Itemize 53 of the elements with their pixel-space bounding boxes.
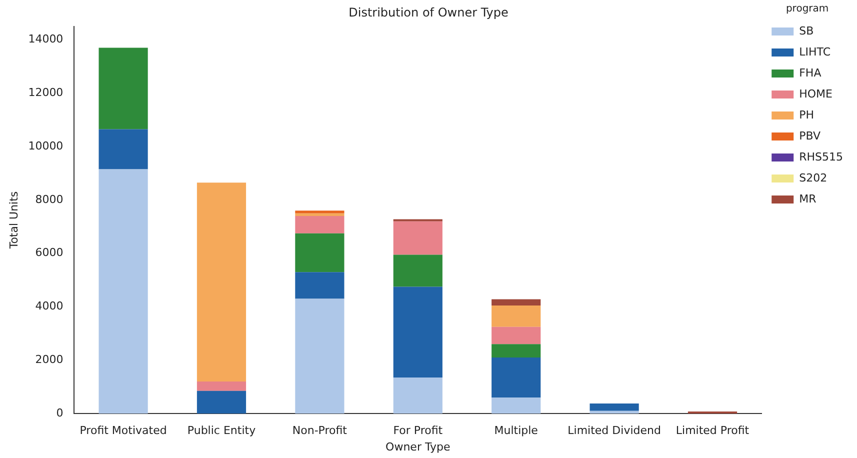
x-tick-label: For Profit xyxy=(393,424,444,438)
bar xyxy=(295,272,344,299)
bar xyxy=(295,298,344,414)
bar xyxy=(196,382,246,391)
bar xyxy=(393,378,442,414)
bar xyxy=(492,358,541,398)
legend-label: FHA xyxy=(799,66,822,80)
bar xyxy=(393,254,442,287)
y-tick-label: 14000 xyxy=(28,32,64,46)
bar xyxy=(492,344,541,358)
x-tick-label: Public Entity xyxy=(187,424,256,438)
bar xyxy=(492,398,541,414)
bar xyxy=(295,233,344,272)
y-axis-title: Total Units xyxy=(7,191,20,250)
bar xyxy=(492,305,541,327)
bar xyxy=(393,286,442,378)
bar xyxy=(393,221,442,255)
legend-label: LIHTC xyxy=(799,45,831,58)
bar xyxy=(98,48,148,130)
y-tick-label: 12000 xyxy=(28,86,64,100)
legend-label: S202 xyxy=(799,171,828,184)
y-tick-label: 6000 xyxy=(35,246,64,260)
bar xyxy=(590,403,639,411)
x-tick-label: Limited Profit xyxy=(676,424,750,438)
bar xyxy=(688,411,738,414)
y-tick-label: 4000 xyxy=(35,300,64,313)
x-tick-label: Non-Profit xyxy=(292,424,348,438)
y-tick-label: 2000 xyxy=(35,353,64,366)
x-tick-label: Multiple xyxy=(494,424,538,438)
legend-label: MR xyxy=(799,192,817,206)
legend-label: RHS515 xyxy=(799,150,844,164)
bar xyxy=(295,210,344,214)
bar xyxy=(295,213,344,216)
legend-label: PH xyxy=(799,108,814,122)
x-axis-title: Owner Type xyxy=(386,440,450,454)
bar xyxy=(98,129,148,170)
bar xyxy=(98,169,148,414)
x-tick-label: Limited Dividend xyxy=(568,424,661,438)
y-tick-label: 10000 xyxy=(28,139,64,152)
bar xyxy=(295,216,344,234)
legend-label: HOME xyxy=(799,87,833,100)
bar xyxy=(492,326,541,344)
y-tick-label: 0 xyxy=(56,406,64,420)
bar xyxy=(492,299,541,306)
x-tick-label: Profit Motivated xyxy=(80,424,167,438)
legend-title: program xyxy=(786,4,829,15)
legend-label: SB xyxy=(799,24,814,38)
legend-label: PBV xyxy=(799,129,821,142)
bar xyxy=(196,182,246,382)
chart-title: Distribution of Owner Type xyxy=(348,5,508,20)
y-tick-label: 8000 xyxy=(35,192,64,206)
bar xyxy=(196,390,246,414)
bar xyxy=(590,410,639,414)
